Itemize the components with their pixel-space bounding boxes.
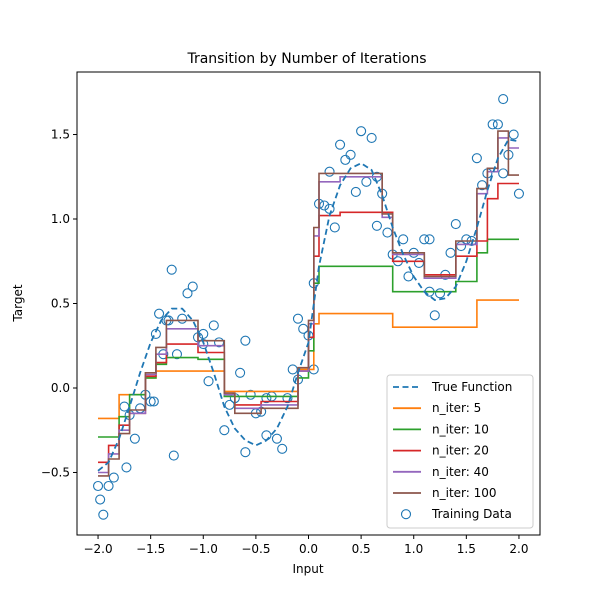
training-data-point [424,234,435,245]
y-tick-label: −0.5 [41,465,70,479]
training-data-point [471,153,482,164]
training-data-point [203,376,214,387]
training-data-point [498,93,509,105]
training-data-point [492,119,503,130]
training-data-point [371,220,382,231]
x-tick-label: −2.0 [83,542,112,556]
plot-area [92,93,525,520]
training-data-point [413,257,425,268]
legend-label-n-iter-20: n_iter: 20 [432,444,489,458]
training-data-point [277,443,288,454]
legend: True Function n_iter: 5 n_iter: 10 n_iter: … [386,374,534,529]
training-data-point [271,433,282,444]
training-data-point [429,310,440,321]
training-data-point [261,393,272,404]
training-data-point [419,234,430,245]
legend-label-n-iter-10: n_iter: 10 [432,422,489,436]
training-data-point [240,447,251,458]
x-tick-label: −1.5 [136,542,165,556]
training-data-point [154,308,165,319]
legend-marker-training-data [400,509,412,520]
x-axis: −2.0 −1.5 −1.0 −0.5 0.0 0.5 1.0 1.5 2.0 [83,535,529,556]
training-data-point [345,149,356,160]
training-data-point [166,264,177,275]
training-data-point [129,433,140,444]
training-data-point [340,154,351,165]
training-data-point [329,222,340,233]
training-data-point [148,396,159,407]
training-data-point [98,509,109,520]
training-data-point [356,126,367,137]
x-tick-label: 1.0 [404,542,423,556]
x-tick-label: 1.5 [457,542,476,556]
legend-label-n-iter-100: n_iter: 100 [432,486,497,500]
training-data-point [92,480,104,492]
y-axis: −0.5 0.0 0.5 1.0 1.5 [41,128,77,479]
legend-label-n-iter-40: n_iter: 40 [432,465,489,479]
x-axis-label: Input [292,562,323,576]
training-data-point [108,472,119,483]
training-data-point [450,219,461,230]
x-tick-label: 0.0 [299,542,318,556]
training-data-point [240,335,251,346]
x-tick-label: 0.5 [352,542,371,556]
training-data-point [121,462,132,473]
y-tick-label: 0.5 [51,297,70,311]
training-data-point [208,320,219,331]
training-data-point [350,186,361,198]
training-data-point [95,494,106,505]
y-tick-label: 1.0 [51,212,70,226]
series-line-n-iter-100 [98,130,519,477]
true-function-line [97,138,520,472]
legend-label-training-data: Training Data [431,507,512,521]
training-data-point [282,393,293,404]
legend-box [386,374,534,529]
training-data-point [103,480,114,492]
training-data-point [171,349,183,360]
training-data-point [335,139,346,150]
training-data-point [177,313,188,324]
legend-label-n-iter-5: n_iter: 5 [432,401,481,415]
training-data-point [235,367,246,378]
training-data-point [366,132,377,143]
legend-label-true-function: True Function [431,380,512,394]
training-data-point [168,450,179,461]
training-data-point [434,288,446,299]
y-tick-label: 1.5 [51,128,70,142]
x-tick-label: −0.5 [241,542,270,556]
training-data-point [219,425,230,436]
training-data-point [182,288,193,299]
training-data-point [292,313,304,324]
x-tick-label: 2.0 [509,542,528,556]
training-data-point [324,166,335,177]
x-tick-label: −1.0 [189,542,218,556]
training-data-point [187,281,198,292]
training-data-point [398,234,409,245]
training-data-point [513,188,525,199]
training-data-point [245,389,256,400]
training-data-point [487,119,498,130]
chart-title: Transition by Number of Iterations [186,51,426,67]
y-tick-label: 0.0 [51,381,70,395]
y-axis-label: Target [11,284,25,322]
